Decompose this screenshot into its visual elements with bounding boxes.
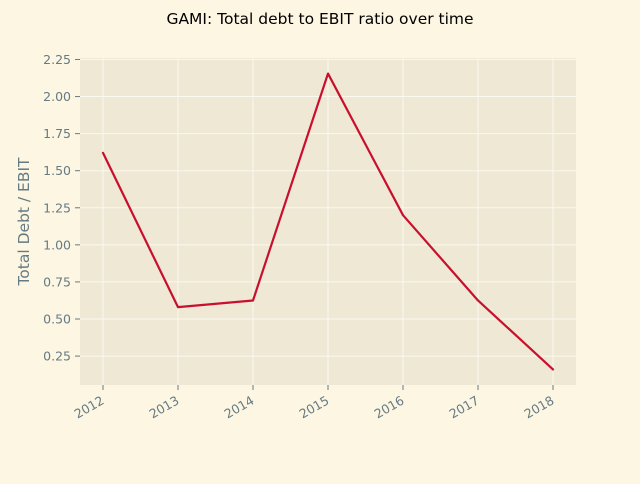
y-tick-label: 1.75	[43, 126, 71, 141]
x-tick-label: 2016	[371, 393, 406, 422]
y-tick-label: 1.25	[43, 200, 71, 215]
chart-title: GAMI: Total debt to EBIT ratio over time	[166, 10, 473, 28]
x-tick-label: 2018	[521, 393, 556, 422]
x-tick-label: 2013	[146, 393, 181, 422]
y-tick-label: 1.00	[43, 237, 71, 252]
y-axis-label: Total Debt / EBIT	[15, 157, 33, 287]
y-tick-label: 0.25	[43, 349, 71, 364]
x-tick-label: 2017	[446, 393, 481, 422]
y-tick-label: 2.00	[43, 89, 71, 104]
y-tick-label: 1.50	[43, 163, 71, 178]
x-tick-label: 2014	[221, 393, 256, 422]
y-tick-label: 0.50	[43, 312, 71, 327]
x-tick-label: 2015	[296, 393, 331, 422]
x-tick-label: 2012	[71, 393, 106, 422]
y-tick-label: 0.75	[43, 274, 71, 289]
y-tick-label: 2.25	[43, 52, 71, 67]
